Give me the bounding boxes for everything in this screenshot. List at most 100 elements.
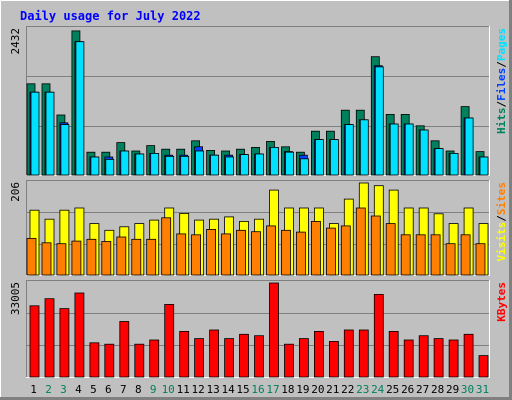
day-label-11: 11 [177, 383, 190, 396]
hits-panel-bar-pages-day-25 [389, 123, 399, 176]
visits-panel-bar-sites-day-1 [26, 237, 37, 276]
kbytes-panel-bar-kbytes-day-19 [298, 338, 309, 378]
kbytes-panel-bar-kbytes-day-6 [104, 343, 115, 378]
kbytes-panel-bar-kbytes-day-26 [403, 339, 414, 378]
hits-panel-bar-pages-day-9 [150, 152, 160, 176]
day-label-14: 14 [221, 383, 235, 396]
visits-panel-bar-sites-day-30 [460, 234, 471, 276]
hits-panel-legend-item: / [495, 101, 508, 108]
visits-panel-bar-sites-day-19 [295, 231, 306, 276]
visits-panel-bar-sites-day-13 [206, 228, 217, 276]
day-label-21: 21 [326, 383, 339, 396]
day-label-8: 8 [135, 383, 142, 396]
hits-panel-bar-pages-day-13 [210, 154, 220, 176]
hits-panel-legend-item: Pages [495, 28, 508, 61]
kbytes-panel-bar-kbytes-day-30 [463, 333, 474, 378]
visits-panel-bar-sites-day-22 [340, 225, 351, 276]
hits-panel-bar-pages-day-19 [299, 158, 309, 176]
visits-panel-bar-sites-day-8 [131, 238, 142, 276]
visits-panel-legend-item: / [495, 215, 508, 222]
visits-panel-legend-item: Sites [495, 182, 508, 215]
day-label-3: 3 [60, 383, 67, 396]
kbytes-panel-bar-kbytes-day-17 [269, 282, 279, 378]
kbytes-panel-bar-kbytes-day-2 [44, 298, 55, 378]
hits-panel-bar-pages-day-6 [105, 158, 115, 176]
kbytes-panel-bar-kbytes-day-28 [433, 338, 444, 378]
visits-panel-bar-sites-day-21 [325, 227, 336, 276]
day-label-27: 27 [416, 383, 429, 396]
kbytes-panel-bar-kbytes-day-12 [194, 338, 205, 378]
kbytes-panel-bar-kbytes-day-23 [358, 329, 369, 378]
hits-panel-bar-pages-day-18 [285, 151, 294, 176]
kbytes-panel-bar-kbytes-day-9 [149, 339, 160, 378]
visits-panel-bar-sites-day-20 [310, 220, 321, 276]
day-label-15: 15 [236, 383, 249, 396]
hits-panel-bar-pages-day-24 [374, 66, 384, 176]
day-label-18: 18 [281, 383, 294, 396]
kbytes-panel-bar-kbytes-day-21 [328, 340, 339, 378]
kbytes-panel-bar-kbytes-day-13 [209, 329, 220, 378]
hits-panel-bar-pages-day-27 [419, 129, 429, 176]
hits-panel-bar-pages-day-12 [195, 150, 205, 176]
day-label-7: 7 [120, 383, 127, 396]
visits-panel-bar-sites-day-24 [370, 215, 381, 276]
kbytes-panel-bar-kbytes-day-27 [418, 335, 429, 378]
kbytes-panel-bar-kbytes-day-16 [254, 335, 264, 378]
visits-panel-bar-sites-day-6 [101, 241, 112, 276]
day-label-4: 4 [75, 383, 82, 396]
day-label-2: 2 [45, 383, 52, 396]
day-label-28: 28 [431, 383, 444, 396]
kbytes-panel-bar-kbytes-day-8 [134, 343, 145, 378]
day-label-24: 24 [371, 383, 385, 396]
hits-panel-bar-pages-day-5 [90, 156, 100, 176]
visits-panel-bar-sites-day-9 [146, 238, 157, 276]
visits-panel-bar-sites-day-2 [41, 242, 52, 276]
day-label-25: 25 [386, 383, 399, 396]
day-label-19: 19 [296, 383, 309, 396]
hits-panel-bar-pages-day-7 [120, 150, 130, 176]
chart-panels: 2432Hits/Files/Pages206Visits/Sites33005… [9, 26, 508, 378]
kbytes-panel-bar-kbytes-day-25 [388, 330, 399, 378]
chart-title: Daily usage for July 2022 [20, 9, 201, 23]
hits-panel-legend-item: Files [495, 68, 508, 101]
hits-panel-bar-pages-day-4 [75, 41, 85, 176]
kbytes-panel-bar-kbytes-day-31 [478, 355, 489, 378]
hits-panel-bar-pages-day-17 [270, 146, 279, 176]
hits-panel-bar-pages-day-23 [359, 119, 369, 176]
visits-panel-bar-sites-day-29 [445, 243, 456, 276]
day-label-17: 17 [266, 383, 279, 396]
day-label-22: 22 [341, 383, 354, 396]
kbytes-panel-legend: KBytes [495, 282, 508, 322]
day-label-1: 1 [30, 383, 37, 396]
kbytes-panel-bar-kbytes-day-18 [284, 343, 294, 378]
visits-panel-bar-sites-day-16 [251, 231, 261, 276]
visits-panel-bar-sites-day-28 [430, 234, 441, 276]
hits-panel-bar-pages-day-14 [225, 156, 235, 176]
kbytes-panel: 33005 KBytes [9, 280, 508, 378]
visits-panel-max-label: 206 [9, 182, 22, 202]
visits-panel-bar-sites-day-3 [56, 243, 67, 276]
visits-panel-bar-sites-day-4 [71, 240, 82, 276]
hits-panel-legend-item: Hits [495, 108, 508, 135]
kbytes-panel-bar-kbytes-day-29 [448, 339, 459, 378]
hits-panel-bar-pages-day-16 [255, 153, 264, 176]
hits-panel-bar-pages-day-10 [165, 155, 175, 176]
visits-panel-legend-item: Visits [495, 222, 508, 262]
visits-panel-bar-sites-day-12 [191, 234, 202, 276]
kbytes-panel-bar-kbytes-day-3 [59, 308, 70, 378]
visits-panel-bar-sites-day-7 [116, 236, 127, 276]
hits-panel-bar-pages-day-20 [314, 139, 324, 176]
day-labels: 1 2 3 4 5 6 7 8 9 10 11 12 13 14 15 16 17 18 19 20 21 22 23 24 2… [30, 383, 489, 396]
visits-panel-bar-sites-day-26 [400, 234, 411, 276]
visits-panel-bar-sites-day-31 [475, 243, 486, 276]
kbytes-panel-bar-kbytes-day-10 [164, 303, 175, 378]
day-label-12: 12 [191, 383, 204, 396]
visits-panel-bar-sites-day-18 [281, 229, 291, 276]
hits-panel-legend-item: / [495, 61, 508, 68]
visits-panel-bar-sites-day-23 [355, 207, 366, 276]
kbytes-panel-bar-kbytes-day-22 [343, 329, 354, 378]
hits-panel-bar-pages-day-31 [479, 156, 489, 176]
kbytes-panel-bar-kbytes-day-15 [239, 333, 249, 378]
